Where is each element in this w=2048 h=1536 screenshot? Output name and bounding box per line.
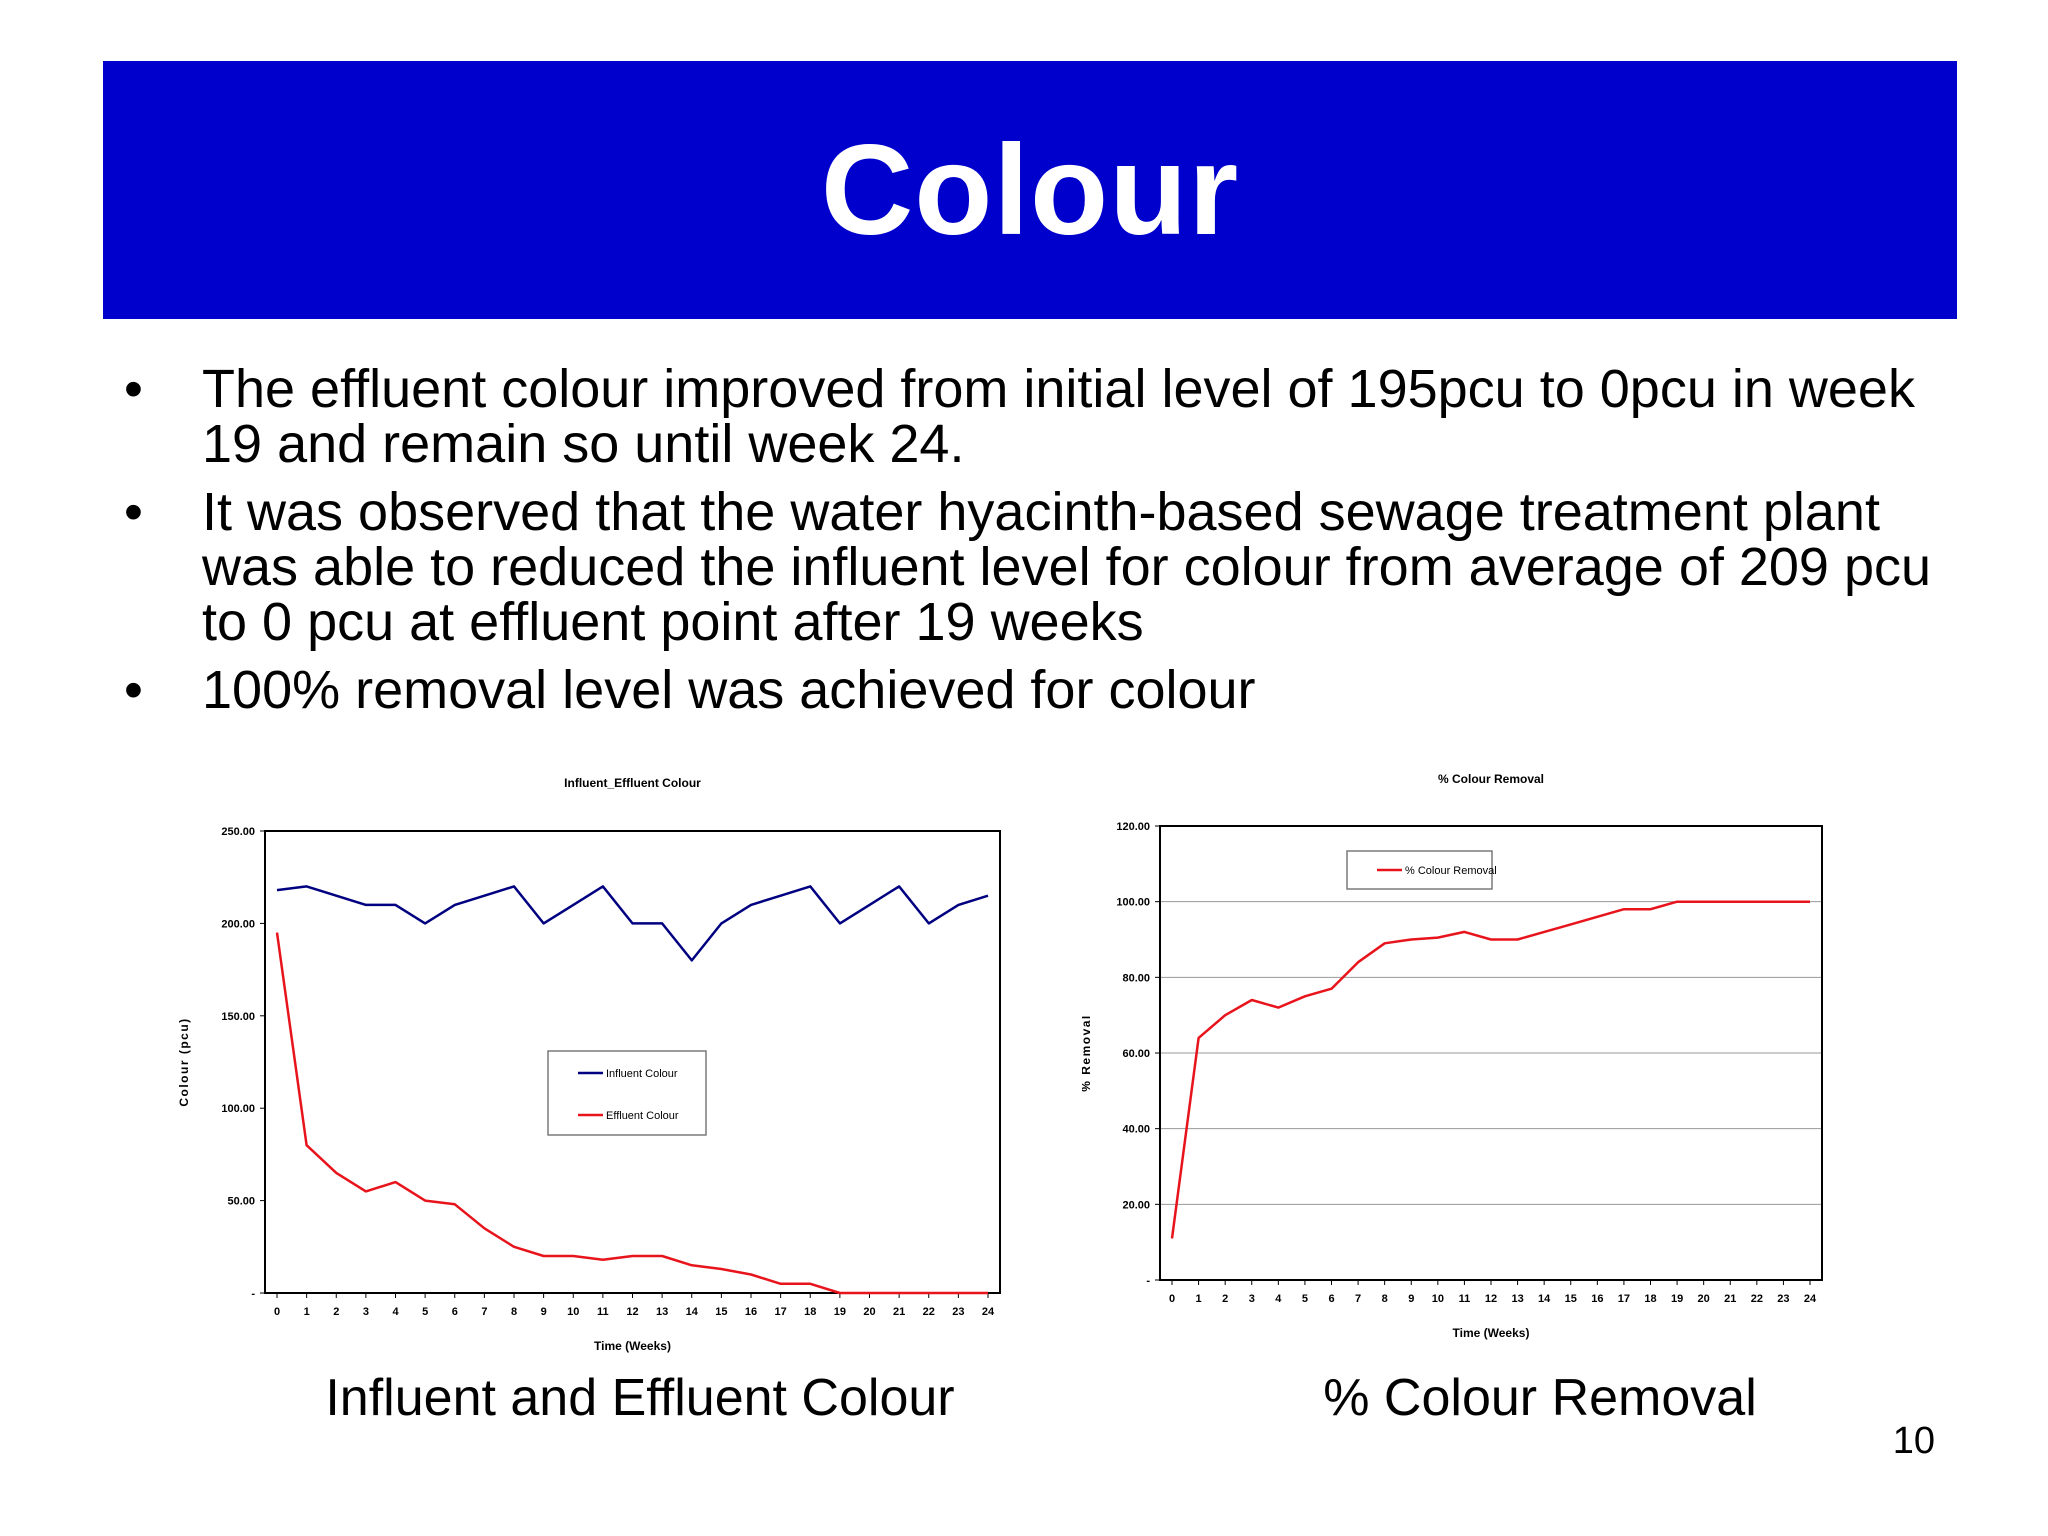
x-tick-label: 0 [274, 1306, 280, 1318]
y-tick-label: 50.00 [227, 1196, 255, 1208]
chart-title: % Colour Removal [1438, 772, 1544, 786]
y-tick-label: - [251, 1288, 255, 1300]
legend-label: Influent Colour [606, 1068, 678, 1080]
x-tick-label: 5 [422, 1306, 428, 1318]
legend-box [1346, 850, 1493, 890]
x-tick-label: 10 [1432, 1293, 1444, 1305]
y-axis-title: % Removal [1082, 1014, 1093, 1092]
series-line [276, 885, 989, 962]
y-tick-label: 250.00 [221, 826, 255, 838]
x-tick-label: 13 [1511, 1293, 1523, 1305]
x-tick-label: 14 [1538, 1293, 1551, 1305]
x-tick-label: 0 [1169, 1293, 1175, 1305]
x-tick-label: 17 [1618, 1293, 1630, 1305]
x-tick-label: 20 [1698, 1293, 1710, 1305]
x-tick-label: 7 [1355, 1293, 1361, 1305]
x-tick-label: 13 [656, 1306, 668, 1318]
x-tick-label: 16 [1591, 1293, 1603, 1305]
slide-title: Colour [820, 118, 1240, 262]
x-tick-label: 15 [1565, 1293, 1577, 1305]
x-tick-label: 16 [745, 1306, 757, 1318]
y-axis-title: Colour (pcu) [177, 1017, 191, 1106]
x-tick-label: 4 [1275, 1293, 1282, 1305]
x-tick-label: 24 [982, 1306, 995, 1318]
x-tick-label: 23 [1777, 1293, 1789, 1305]
x-tick-label: 21 [893, 1306, 905, 1318]
x-tick-label: 7 [481, 1306, 487, 1318]
x-tick-label: 6 [452, 1306, 458, 1318]
x-tick-label: 12 [1485, 1293, 1497, 1305]
colour-removal-chart: % Colour Removal -20.00 40.00 60.00 80.00 100… [1082, 768, 1862, 1368]
influent-effluent-chart-svg: Influent_Effluent Colour - 50.00 100.00 150.… [177, 776, 1001, 1353]
bullet-icon: • [124, 482, 143, 542]
series-line [1170, 900, 1810, 1239]
chart-title: Influent_Effluent Colour [564, 776, 701, 790]
x-tick-label: 9 [541, 1306, 547, 1318]
legend-label: % Colour Removal [1405, 865, 1497, 877]
x-tick-label: 11 [597, 1306, 609, 1318]
y-tick-label: 100.00 [1116, 897, 1150, 909]
x-tick-label: 21 [1724, 1293, 1736, 1305]
colour-removal-chart-svg: % Colour Removal-20.0040.0060.0080.00100… [1082, 772, 1823, 1340]
x-tick-label: 22 [1751, 1293, 1763, 1305]
y-tick-label: 80.00 [1122, 972, 1150, 984]
x-tick-label: 3 [1249, 1293, 1255, 1305]
x-tick-label: 8 [511, 1306, 517, 1318]
x-tick-label: 18 [1644, 1293, 1656, 1305]
x-tick-label: 2 [333, 1306, 339, 1318]
x-tick-label: 22 [923, 1306, 935, 1318]
x-tick-label: 5 [1302, 1293, 1308, 1305]
caption-left: Influent and Effluent Colour [325, 1369, 955, 1427]
x-tick-label: 12 [626, 1306, 638, 1318]
y-tick-label: 40.00 [1122, 1124, 1150, 1136]
x-tick-label: 24 [1804, 1293, 1817, 1305]
x-tick-label: 4 [392, 1306, 399, 1318]
x-tick-label: 19 [834, 1306, 846, 1318]
x-tick-label: 1 [304, 1306, 310, 1318]
x-tick-label: 8 [1382, 1293, 1388, 1305]
x-tick-label: 6 [1328, 1293, 1334, 1305]
x-tick-label: 18 [804, 1306, 816, 1318]
x-axis-title: Time (Weeks) [594, 1339, 671, 1353]
bullet-item: • 100% removal level was achieved for col… [120, 663, 1980, 718]
bullet-text: 100% removal level was achieved for colo… [202, 660, 1256, 720]
y-tick-label: 120.00 [1116, 821, 1150, 833]
x-tick-label: 20 [863, 1306, 875, 1318]
bullet-icon: • [124, 359, 143, 419]
legend-label: Effluent Colour [606, 1110, 679, 1122]
x-tick-label: 19 [1671, 1293, 1683, 1305]
y-tick-label: 100.00 [221, 1103, 255, 1115]
x-tick-label: 10 [567, 1306, 579, 1318]
x-tick-label: 17 [775, 1306, 787, 1318]
bullet-text: The effluent colour improved from initia… [202, 359, 1915, 474]
bullet-icon: • [124, 660, 143, 720]
bullet-list: • The effluent colour improved from initi… [120, 362, 1980, 731]
x-tick-label: 15 [715, 1306, 727, 1318]
x-tick-label: 11 [1459, 1293, 1471, 1305]
x-tick-label: 3 [363, 1306, 369, 1318]
y-tick-label: 150.00 [221, 1011, 255, 1023]
caption-right: % Colour Removal [1323, 1369, 1757, 1427]
x-tick-label: 23 [952, 1306, 964, 1318]
y-tick-label: 200.00 [221, 918, 255, 930]
y-tick-label: - [1146, 1275, 1150, 1287]
legend-box [547, 1050, 707, 1136]
bullet-item: • It was observed that the water hyacinth… [120, 485, 1980, 650]
page-number: 10 [1892, 1420, 1935, 1462]
y-tick-label: 20.00 [1122, 1199, 1150, 1211]
bullet-item: • The effluent colour improved from initi… [120, 362, 1980, 472]
x-tick-label: 2 [1222, 1293, 1228, 1305]
y-tick-label: 60.00 [1122, 1048, 1150, 1060]
series-line [275, 932, 988, 1295]
bullet-text: It was observed that the water hyacinth-… [202, 482, 1932, 652]
x-tick-label: 14 [686, 1306, 699, 1318]
x-tick-label: 9 [1408, 1293, 1414, 1305]
x-tick-label: 1 [1196, 1293, 1202, 1305]
influent-effluent-chart: Influent_Effluent Colour - 50.00 100.00 150.… [170, 768, 1030, 1368]
x-axis-title: Time (Weeks) [1453, 1326, 1530, 1340]
title-bar: Colour [103, 61, 1957, 319]
